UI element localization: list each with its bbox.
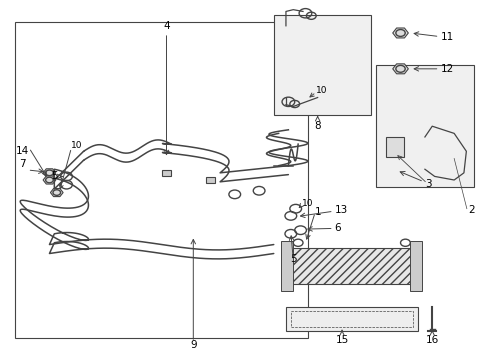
Polygon shape [50,189,63,197]
Bar [288,248,414,284]
Text: 8: 8 [314,121,320,131]
Text: 5: 5 [289,254,296,264]
Text: 12: 12 [440,64,453,74]
Bar [15,22,307,338]
Bar [273,15,370,116]
Bar [281,241,293,291]
Polygon shape [392,64,407,74]
Polygon shape [43,176,56,184]
Text: 10: 10 [71,141,83,150]
Bar [290,311,412,327]
Bar [205,177,214,183]
Text: 14: 14 [16,146,29,156]
Text: 10: 10 [316,86,327,95]
Text: 5: 5 [52,171,58,181]
Text: 15: 15 [335,335,348,345]
Text: 7: 7 [20,159,26,169]
Bar [162,170,170,176]
Text: 10: 10 [301,199,312,208]
Text: 1: 1 [315,207,321,217]
Text: 4: 4 [163,21,169,31]
Bar [385,137,404,157]
Polygon shape [43,169,56,177]
Polygon shape [392,28,407,38]
Text: 9: 9 [190,340,196,350]
Bar [409,241,422,291]
Bar [375,65,473,187]
Text: 2: 2 [467,206,473,216]
Text: 11: 11 [440,32,453,41]
Text: 16: 16 [425,335,438,345]
Bar [285,307,417,330]
Text: 13: 13 [334,206,347,216]
Text: 6: 6 [334,224,341,233]
Text: 3: 3 [424,179,430,189]
